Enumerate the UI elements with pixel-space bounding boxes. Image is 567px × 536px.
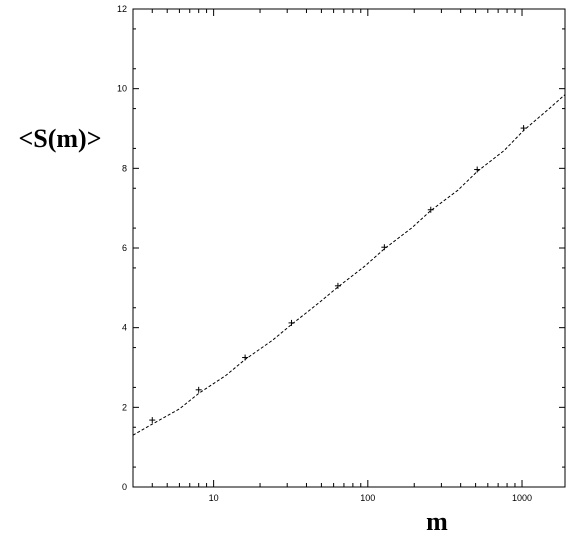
- data-point: [288, 319, 295, 326]
- data-point: [474, 166, 481, 173]
- plot-frame: [132, 8, 566, 488]
- y-tick-label: 4: [122, 323, 127, 333]
- y-tick-label: 2: [122, 402, 127, 412]
- y-tick-label: 10: [117, 84, 127, 94]
- data-point: [334, 282, 341, 289]
- x-tick-label: 1000: [512, 493, 532, 503]
- x-axis-label: m: [426, 507, 448, 536]
- data-point: [381, 244, 388, 251]
- x-axis-ticks: 10 100 1000: [132, 9, 532, 503]
- y-tick-label: 12: [117, 4, 127, 14]
- fit-curve: [132, 94, 566, 436]
- data-point: [520, 125, 527, 132]
- x-tick-label: 100: [360, 493, 375, 503]
- data-point: [149, 417, 156, 424]
- y-tick-label: 6: [122, 243, 127, 253]
- y-tick-label: 0: [122, 482, 127, 492]
- data-point: [195, 386, 202, 393]
- data-point: [427, 206, 434, 213]
- data-points: [149, 125, 527, 424]
- y-axis-label: <S(m)>: [18, 124, 101, 153]
- y-tick-label: 8: [122, 163, 127, 173]
- x-tick-label: 10: [209, 493, 219, 503]
- data-point: [242, 354, 249, 361]
- y-axis-ticks: 0 2 4 6 8 10 12: [117, 4, 565, 492]
